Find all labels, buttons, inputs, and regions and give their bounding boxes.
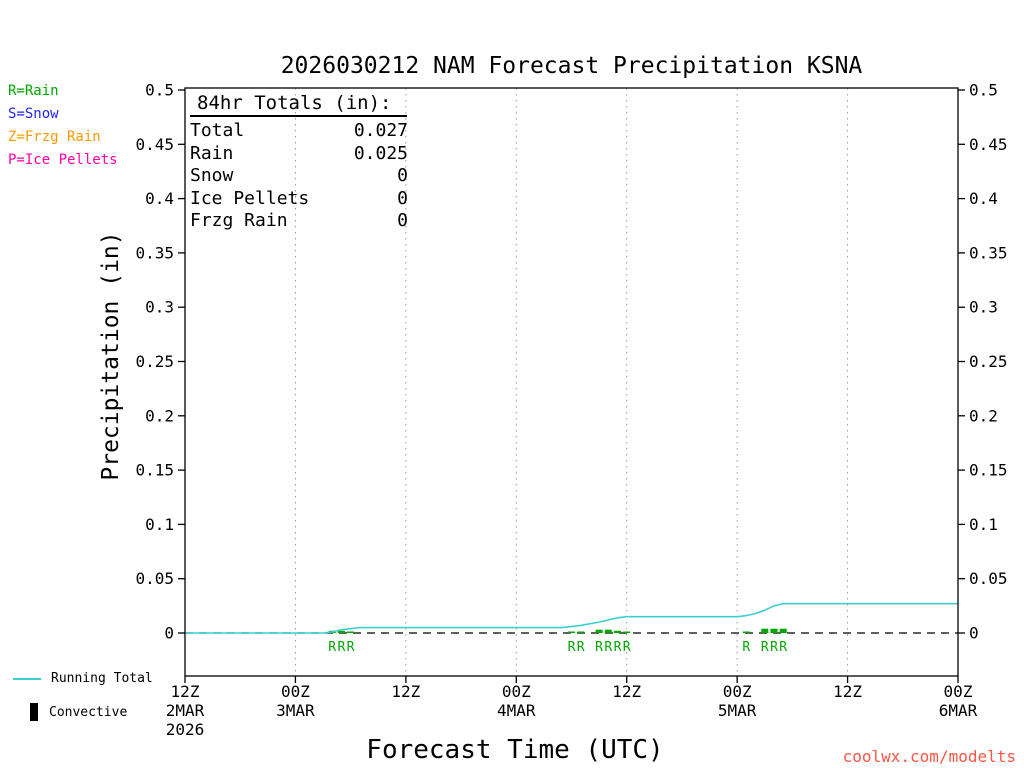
hourly-rain-bar bbox=[568, 631, 575, 633]
rain-marker: R bbox=[604, 640, 612, 655]
convective-swatch bbox=[30, 703, 38, 721]
hourly-rain-bar bbox=[761, 628, 769, 633]
running-total-line bbox=[185, 602, 958, 634]
hourly-rain-bar bbox=[347, 631, 355, 633]
rain-marker: R bbox=[742, 640, 750, 655]
totals-row: Ice Pellets 0 bbox=[190, 188, 408, 211]
rain-marker: R bbox=[577, 640, 585, 655]
y-tick-label-right: 0.35 bbox=[969, 243, 1008, 262]
rain-marker: R bbox=[770, 640, 778, 655]
y-tick-label-left: 0.35 bbox=[135, 243, 174, 262]
hourly-rain-bar bbox=[337, 630, 345, 633]
top-left-legend: R=Rain S=Snow Z=Frzg Rain P=Ice Pellets bbox=[8, 80, 118, 172]
y-tick-label-right: 0.5 bbox=[969, 81, 998, 100]
hourly-rain-bar bbox=[742, 631, 750, 633]
totals-row-value: 0 bbox=[397, 187, 408, 209]
x-tick-time-label: 12Z bbox=[612, 682, 641, 701]
rain-marker: R bbox=[761, 640, 769, 655]
hourly-rain-bar bbox=[595, 629, 603, 633]
y-tick-label-right: 0.4 bbox=[969, 189, 998, 208]
totals-row: Frzg Rain 0 bbox=[190, 210, 408, 233]
x-tick-date-label: 4MAR bbox=[497, 701, 536, 720]
totals-row-label: Frzg Rain bbox=[190, 210, 288, 231]
rain-marker: R bbox=[328, 640, 336, 655]
x-axis-label: Forecast Time (UTC) bbox=[366, 735, 664, 765]
y-tick-label-right: 0.45 bbox=[969, 135, 1008, 154]
totals-row-value: 0.027 bbox=[353, 120, 408, 141]
x-tick-date-label: 6MAR bbox=[939, 701, 978, 720]
page-title: 2026030212 NAM Forecast Precipitation KS… bbox=[280, 53, 863, 79]
totals-row-label: Snow bbox=[190, 165, 234, 186]
y-tick-label-left: 0.5 bbox=[145, 81, 174, 100]
hourly-rain-bar bbox=[623, 631, 631, 633]
hourly-rain-bar bbox=[779, 628, 787, 633]
totals-row-label: Rain bbox=[190, 142, 234, 164]
totals-box: 84hr Totals (in): Total 0.027 Rain 0.025 Sno… bbox=[190, 92, 408, 233]
legend-item-s: S=Snow bbox=[8, 106, 59, 122]
x-tick-time-label: 12Z bbox=[391, 682, 420, 701]
legend-convective: Convective bbox=[30, 703, 127, 721]
watermark: coolwx.com/modelts bbox=[842, 747, 1016, 766]
y-tick-label-left: 0.25 bbox=[135, 352, 174, 371]
hourly-rain-bar bbox=[604, 629, 612, 633]
rain-marker: R bbox=[595, 640, 603, 655]
y-tick-label-right: 0.2 bbox=[969, 406, 998, 425]
rain-marker: R bbox=[623, 640, 631, 655]
legend-running-total-label: Running Total bbox=[51, 671, 153, 686]
hourly-rain-bar bbox=[614, 630, 621, 633]
legend-item-p: P=Ice Pellets bbox=[8, 152, 118, 168]
y-tick-label-left: 0.45 bbox=[135, 135, 174, 154]
y-tick-label-left: 0.4 bbox=[145, 189, 174, 208]
x-tick-time-label: 00Z bbox=[502, 682, 531, 701]
totals-row-value: 0 bbox=[397, 165, 408, 186]
y-tick-label-left: 0.1 bbox=[145, 515, 174, 534]
rain-marker: R bbox=[347, 640, 355, 655]
y-tick-label-left: 0 bbox=[164, 624, 174, 643]
totals-row-value: 0.025 bbox=[353, 142, 408, 164]
rain-marker: R bbox=[337, 640, 345, 655]
totals-heading: 84hr Totals (in): bbox=[190, 92, 408, 117]
x-tick-time-label: 00Z bbox=[723, 682, 752, 701]
totals-row: Rain 0.025 bbox=[190, 143, 408, 166]
y-tick-label-right: 0.15 bbox=[969, 461, 1008, 480]
y-tick-label-right: 0.3 bbox=[969, 298, 998, 317]
y-tick-label-left: 0.3 bbox=[145, 298, 174, 317]
running-total-swatch bbox=[13, 677, 41, 680]
x-tick-year-label: 2026 bbox=[166, 720, 205, 739]
y-tick-label-left: 0.2 bbox=[145, 406, 174, 425]
x-tick-date-label: 5MAR bbox=[718, 701, 757, 720]
y-tick-label-right: 0 bbox=[969, 624, 979, 643]
x-tick-date-label: 3MAR bbox=[276, 701, 315, 720]
x-tick-time-label: 00Z bbox=[944, 682, 973, 701]
y-axis-label: Precipitation (in) bbox=[98, 231, 124, 481]
legend-item-r: R=Rain bbox=[8, 83, 59, 99]
legend-item-z: Z=Frzg Rain bbox=[8, 129, 101, 145]
legend-convective-label: Convective bbox=[49, 704, 128, 720]
legend-running-total: Running Total bbox=[13, 671, 153, 686]
rain-marker: R bbox=[779, 640, 787, 655]
y-tick-label-right: 0.1 bbox=[969, 515, 998, 534]
totals-row-label: Ice Pellets bbox=[190, 187, 310, 209]
y-tick-label-right: 0.05 bbox=[969, 569, 1008, 588]
y-tick-label-left: 0.15 bbox=[135, 461, 174, 480]
totals-row: Total 0.027 bbox=[190, 120, 408, 143]
totals-row: Snow 0 bbox=[190, 165, 408, 188]
rain-marker: R bbox=[568, 640, 576, 655]
hourly-rain-bar bbox=[577, 631, 585, 633]
y-tick-label-right: 0.25 bbox=[969, 352, 1008, 371]
plot-border bbox=[184, 87, 959, 677]
totals-row-value: 0 bbox=[397, 210, 408, 231]
x-tick-time-label: 00Z bbox=[281, 682, 310, 701]
x-tick-date-label: 2MAR bbox=[166, 701, 205, 720]
x-tick-time-label: 12Z bbox=[171, 682, 200, 701]
rain-marker: R bbox=[614, 640, 622, 655]
totals-row-label: Total bbox=[190, 120, 245, 141]
x-tick-time-label: 12Z bbox=[833, 682, 862, 701]
y-tick-label-left: 0.05 bbox=[135, 569, 174, 588]
hourly-rain-bar bbox=[770, 628, 778, 633]
totals-rows: Total 0.027 Rain 0.025 Snow 0 Ice Pellets 0 Frzg… bbox=[190, 120, 408, 233]
